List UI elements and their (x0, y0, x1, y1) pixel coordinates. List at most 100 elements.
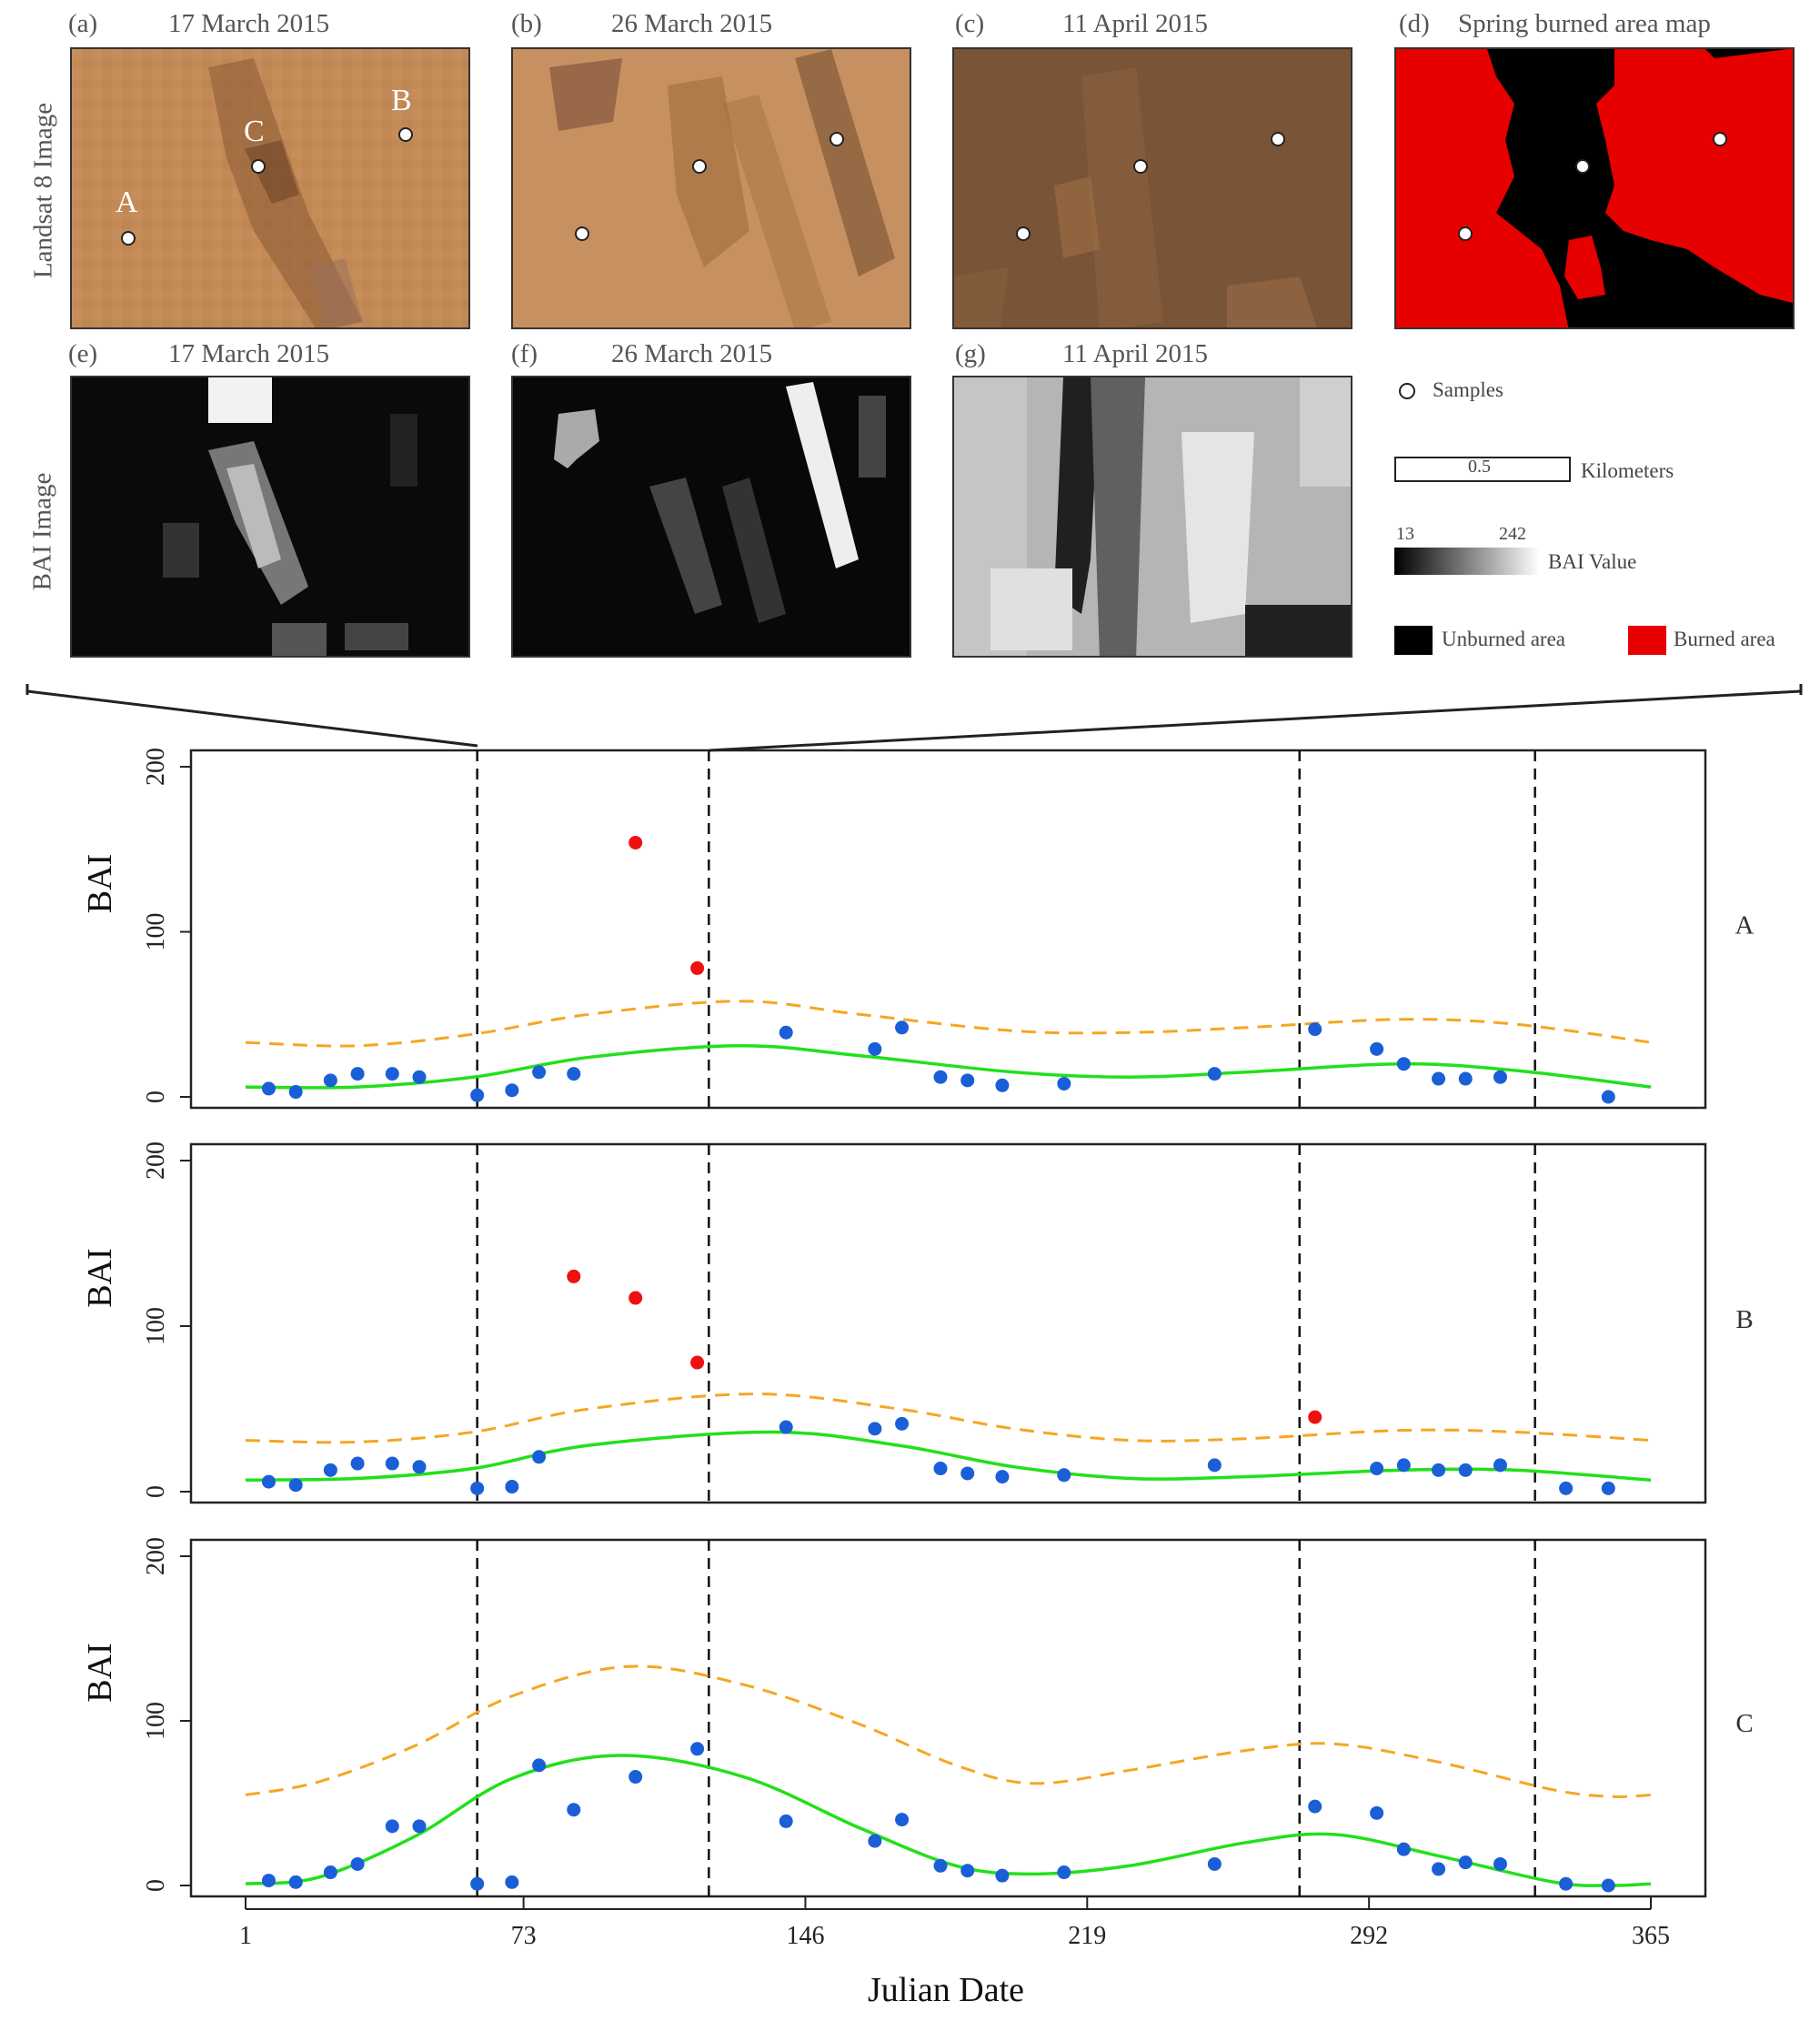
data-point (261, 1874, 276, 1888)
panel-d-letter: (d) (1399, 9, 1430, 38)
subplot-A: 0 100 200 BAI A (81, 748, 1755, 1110)
data-point (690, 1742, 705, 1756)
scale-bar-unit: Kilometers (1581, 459, 1674, 482)
data-point (1057, 1468, 1071, 1483)
burned-area-map (1394, 47, 1795, 329)
data-point (412, 1819, 427, 1834)
samples-legend-icon (1399, 383, 1415, 399)
scale-bar-value: 0.5 (1468, 457, 1491, 477)
panel-c-letter: (c) (955, 9, 985, 38)
bai-image-f (511, 376, 911, 658)
data-point (261, 1474, 276, 1489)
data-point (779, 1025, 793, 1040)
connector-right (709, 689, 1802, 752)
subplot-label: C (1735, 1709, 1753, 1738)
data-point (960, 1466, 975, 1481)
data-point (868, 1041, 882, 1056)
data-point (1601, 1878, 1615, 1893)
data-point (1432, 1862, 1446, 1876)
data-point (385, 1067, 399, 1081)
data-point (323, 1073, 337, 1088)
anomaly-point (567, 1269, 581, 1283)
fitted-curve (245, 1430, 1652, 1483)
panel-d-title: Spring burned area map (1458, 9, 1711, 38)
legend-unburned: Unburned area (1442, 628, 1566, 650)
y-tick-label: 100 (142, 1307, 170, 1345)
panel-f-date: 26 March 2015 (611, 339, 773, 368)
landsat-image-b (511, 47, 911, 329)
y-axis-label: BAI (81, 854, 119, 913)
y-axis-label: BAI (81, 1643, 119, 1702)
data-point (567, 1803, 581, 1817)
y-tick-label: 0 (142, 1485, 170, 1498)
subplot-C: 0 100 200 BAI C 1 73 146 219 292 365 Julian Date (81, 1537, 1754, 2009)
data-point (1370, 1041, 1384, 1056)
data-point (350, 1456, 365, 1471)
y-tick-label: 100 (142, 913, 170, 951)
data-point (288, 1085, 303, 1100)
anomaly-point (690, 960, 705, 975)
data-point (470, 1088, 485, 1102)
subplot-B: 0 100 200 BAI B (81, 1141, 1754, 1504)
data-point (385, 1456, 399, 1471)
data-point (1207, 1067, 1222, 1081)
y-tick-label: 200 (142, 1537, 170, 1575)
data-point (1432, 1071, 1446, 1086)
connector-left (26, 689, 478, 748)
data-point (261, 1081, 276, 1096)
sample-point-c (692, 159, 707, 174)
x-tick-label: 1 (239, 1922, 252, 1950)
data-point (933, 1070, 948, 1084)
data-point (532, 1450, 547, 1464)
bai-min-label: 13 (1396, 524, 1414, 544)
sample-label-a: A (116, 186, 138, 219)
data-point (1458, 1463, 1473, 1477)
subplot-label: A (1735, 911, 1755, 940)
panel-b-letter: (b) (511, 9, 542, 38)
data-point (1396, 1057, 1411, 1071)
unburned-swatch (1394, 626, 1433, 655)
x-tick-label: 292 (1350, 1922, 1388, 1950)
data-point (1493, 1070, 1507, 1084)
panel-e-letter: (e) (68, 339, 98, 368)
data-point (505, 1083, 519, 1098)
data-point (532, 1758, 547, 1773)
data-point (1396, 1842, 1411, 1856)
legend-samples: Samples (1433, 378, 1503, 401)
data-point (1559, 1876, 1574, 1891)
data-point (1601, 1481, 1615, 1495)
data-point (933, 1858, 948, 1873)
anomaly-point (1308, 1410, 1322, 1424)
data-point (412, 1460, 427, 1474)
sample-label-b: B (391, 84, 412, 117)
data-point (505, 1875, 519, 1889)
sample-point-c (1133, 159, 1148, 174)
data-point (1370, 1462, 1384, 1476)
x-axis-label: Julian Date (868, 1971, 1024, 2009)
data-point (1207, 1458, 1222, 1473)
data-point (1207, 1856, 1222, 1871)
data-point (412, 1070, 427, 1084)
x-tick-label: 219 (1068, 1922, 1106, 1950)
data-point (868, 1834, 882, 1848)
subplot-label: B (1735, 1305, 1753, 1334)
plot-frame (189, 1142, 1707, 1504)
data-point (960, 1864, 975, 1878)
panel-b-date: 26 March 2015 (611, 9, 773, 38)
data-point (505, 1480, 519, 1494)
data-point (323, 1463, 337, 1477)
data-point (1559, 1481, 1574, 1495)
y-tick-label: 0 (142, 1091, 170, 1103)
bai-image-e (70, 376, 470, 658)
data-point (1432, 1463, 1446, 1477)
data-point (1493, 1856, 1507, 1871)
data-point (1396, 1458, 1411, 1473)
sample-point-c (251, 159, 266, 174)
y-axis-label: BAI (81, 1248, 119, 1307)
panel-g-letter: (g) (955, 339, 986, 368)
sample-point-a (575, 226, 589, 241)
sample-point-b (1713, 132, 1727, 146)
data-point (895, 1021, 910, 1035)
sample-point-b (398, 127, 413, 142)
